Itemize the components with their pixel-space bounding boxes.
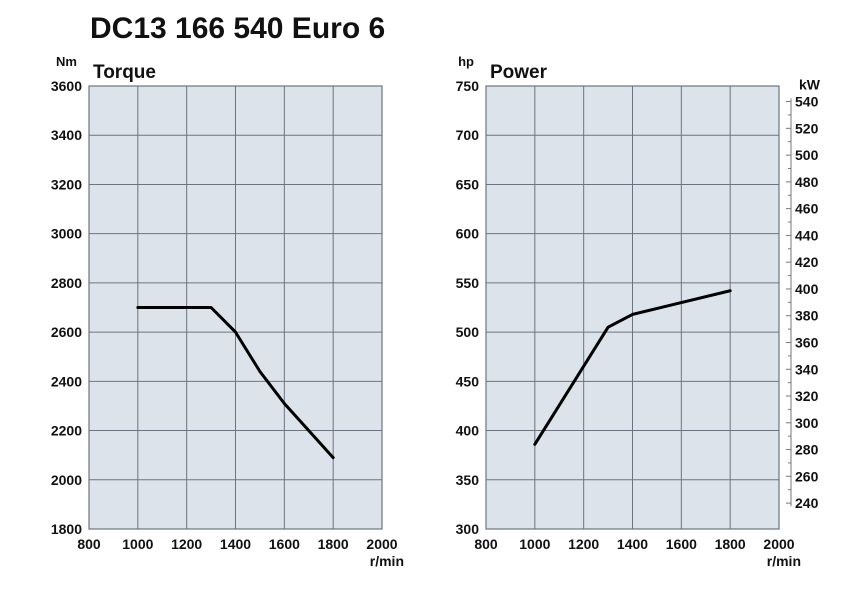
y-tick-label: 2400 (51, 373, 82, 389)
kw-tick-label: 360 (795, 334, 819, 350)
y-tick-label: 300 (456, 521, 480, 537)
y-tick-label: 650 (456, 176, 480, 192)
kw-tick-label: 400 (795, 281, 819, 297)
x-tick-label: 2000 (763, 536, 794, 552)
kw-tick-label: 420 (795, 254, 819, 270)
x-tick-label: 1000 (519, 536, 550, 552)
x-tick-label: 1400 (617, 536, 648, 552)
series-line (533, 289, 732, 446)
x-tick-label: 1400 (220, 536, 251, 552)
kw-tick-label: 520 (795, 120, 819, 136)
kw-tick-label: 440 (795, 227, 819, 243)
kw-tick-label: 320 (795, 388, 819, 404)
y-tick-label: 500 (456, 324, 480, 340)
x-tick-label: 1000 (122, 536, 153, 552)
kw-tick-label: 240 (795, 495, 819, 511)
x-tick-label: 800 (474, 536, 498, 552)
kw-tick-label: 500 (795, 147, 819, 163)
y-tick-label: 2800 (51, 275, 82, 291)
y-tick-label: 3600 (51, 78, 82, 94)
y-tick-label: 350 (456, 472, 480, 488)
x-tick-label: 1600 (269, 536, 300, 552)
panel-title: Power (490, 62, 548, 83)
kw-tick-label: 480 (795, 174, 819, 190)
y-tick-label: 450 (456, 373, 480, 389)
chart-1-group: 800 1000 1200 1400 1600 1800 2000 300 350 400 450 5… (456, 54, 821, 569)
y-tick-label: 600 (456, 226, 480, 242)
x-tick-label: 1200 (171, 536, 202, 552)
kw-tick-label: 460 (795, 201, 819, 217)
y-tick-label: 3200 (51, 176, 82, 192)
panel-title: Torque (93, 62, 156, 83)
x-tick-label: 1200 (568, 536, 599, 552)
y-tick-label: 400 (456, 423, 480, 439)
plot-frame-1 (485, 85, 780, 530)
kw-tick-label: 380 (795, 308, 819, 324)
series-line (136, 306, 335, 460)
y-tick-label: 3400 (51, 127, 82, 143)
y-tick-label: 2200 (51, 423, 82, 439)
x-axis-unit-label: r/min (767, 553, 801, 569)
y-tick-label: 700 (456, 127, 480, 143)
x-tick-label: 1600 (666, 536, 697, 552)
y-tick-label: 1800 (51, 521, 82, 537)
x-axis-unit-label: r/min (370, 553, 404, 569)
main-title: DC13 166 540 Euro 6 (90, 12, 385, 45)
kw-tick-label: 300 (795, 415, 819, 431)
chart-0-group: 800 1000 1200 1400 1600 1800 2000 1800 2000 2200 2… (51, 54, 404, 569)
kw-tick-label: 260 (795, 468, 819, 484)
kw-unit-label: kW (799, 77, 821, 93)
y-axis-unit-label: Nm (56, 54, 77, 69)
x-tick-label: 1800 (715, 536, 746, 552)
y-axis-unit-label: hp (458, 54, 474, 69)
kw-tick-label: 340 (795, 361, 819, 377)
x-tick-label: 2000 (366, 536, 397, 552)
kw-tick-label: 280 (795, 442, 819, 458)
x-tick-label: 1800 (318, 536, 349, 552)
y-tick-label: 750 (456, 78, 480, 94)
y-tick-label: 550 (456, 275, 480, 291)
x-tick-label: 800 (77, 536, 101, 552)
y-tick-label: 2000 (51, 472, 82, 488)
kw-tick-label: 540 (795, 94, 819, 110)
y-tick-label: 2600 (51, 324, 82, 340)
plot-frame-0 (88, 85, 383, 530)
y-tick-label: 3000 (51, 226, 82, 242)
